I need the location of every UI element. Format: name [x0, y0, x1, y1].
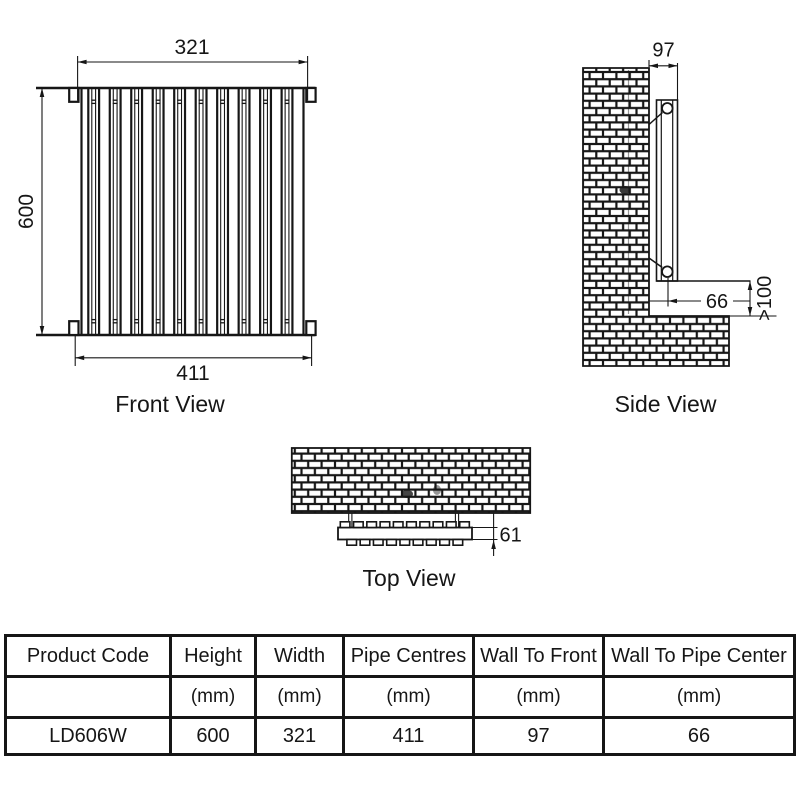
bracket-tab: [305, 320, 317, 337]
dim-411: 411: [74, 336, 313, 385]
arrow-down-icon: [39, 326, 45, 335]
wall-blemish: [401, 490, 413, 498]
arrow-right-icon: [302, 355, 312, 361]
radiator-panels: [87, 88, 294, 335]
side-view-label: Side View: [615, 391, 717, 417]
units-pipe-centres: (mm): [342, 675, 475, 719]
fin-tab: [445, 520, 457, 529]
fin-tab: [339, 520, 351, 529]
front-view-label: Front View: [115, 391, 225, 417]
units-wall-to-front: (mm): [472, 675, 605, 719]
dim-floor-clearance: >100: [656, 276, 777, 321]
top-view-label: Top View: [363, 565, 456, 591]
dim-wall-to-pipe-center: 66: [706, 291, 728, 313]
wall-blemish: [433, 485, 441, 495]
header-product-code: Product Code: [4, 634, 172, 678]
fin-tab: [419, 520, 431, 529]
fin-tab: [359, 538, 371, 546]
fin-tab: [372, 538, 384, 546]
radiator-top-body: [337, 526, 473, 541]
radiator-side-body: [655, 99, 679, 282]
dim-321: 321: [77, 36, 309, 101]
side-view: 97 66 >100 Side View: [582, 40, 777, 417]
top-pipe-connection: [661, 102, 674, 115]
top-wall-bracket: [648, 111, 663, 126]
arrow-left-icon: [77, 59, 87, 65]
bracket-tab: [305, 86, 317, 103]
fin-tab: [379, 520, 391, 529]
dim-text-mask: [701, 291, 733, 310]
units-width: (mm): [254, 675, 345, 719]
dim-wall-to-front: 97: [652, 40, 674, 62]
table-data-row: LD606W 600 321 411 97 66: [4, 716, 796, 756]
spec-table: Product Code Height Width Pipe Centres W…: [4, 634, 796, 756]
dim-97: 97: [648, 40, 679, 100]
wall-blemish: [619, 186, 631, 194]
panel-fins: [339, 520, 471, 546]
header-wall-to-front: Wall To Front: [472, 634, 605, 678]
arrow-right-icon: [668, 63, 678, 69]
fin-tab: [392, 520, 404, 529]
wall-brick-strip: [290, 447, 532, 514]
value-width: 321: [254, 716, 345, 756]
arrow-left-icon: [668, 298, 677, 304]
arrow-up-icon: [491, 540, 496, 549]
header-wall-to-pipe-center: Wall To Pipe Center: [602, 634, 796, 678]
units-product-code: [4, 675, 172, 719]
technical-drawing: 321 600 411 Front View: [15, 36, 777, 591]
fin-tab: [366, 520, 378, 529]
value-height: 600: [169, 716, 257, 756]
arrow-left-icon: [649, 63, 658, 69]
arrow-down-icon: [747, 307, 753, 316]
value-wall-to-pipe-center: 66: [602, 716, 796, 756]
arrow-up-icon: [747, 281, 753, 290]
header-pipe-centres: Pipe Centres: [342, 634, 475, 678]
fin-tab: [452, 538, 464, 546]
dim-66: 66: [649, 278, 751, 313]
fin-tab: [425, 538, 437, 546]
fin-tab: [458, 520, 471, 529]
table-header-row: Product Code Height Width Pipe Centres W…: [4, 634, 796, 678]
value-pipe-centres: 411: [342, 716, 475, 756]
bottom-wall-bracket: [648, 257, 663, 269]
header-width: Width: [254, 634, 345, 678]
dim-height: 600: [15, 194, 38, 229]
arrow-up-icon: [39, 88, 45, 97]
fin-tab: [432, 520, 444, 529]
dim-pipe-centres: 411: [176, 362, 209, 385]
units-height: (mm): [169, 675, 257, 719]
fin-tab: [385, 538, 398, 546]
dim-61: 61: [472, 513, 522, 556]
fin-tab: [346, 538, 358, 546]
front-view: 321 600 411 Front View: [15, 36, 317, 417]
value-product-code: LD606W: [4, 716, 172, 756]
bottom-pipe-connection: [661, 265, 674, 278]
arrow-right-icon: [298, 59, 308, 65]
top-view: 61 Top View: [290, 447, 532, 591]
dim-depth: 61: [500, 525, 522, 547]
bracket-tab: [68, 86, 80, 103]
dim-width-top: 321: [174, 36, 209, 59]
fin-tab: [399, 538, 411, 546]
header-height: Height: [169, 634, 257, 678]
fin-tab: [412, 538, 424, 546]
table-units-row: (mm) (mm) (mm) (mm) (mm): [4, 675, 796, 719]
arrow-left-icon: [75, 355, 85, 361]
dim-clearance: >100: [754, 276, 776, 321]
value-wall-to-front: 97: [472, 716, 605, 756]
bracket-tab: [68, 320, 80, 337]
units-wall-to-pipe-center: (mm): [602, 675, 796, 719]
fin-tab: [438, 538, 451, 546]
fin-tab: [405, 520, 418, 529]
fin-tab: [352, 520, 364, 529]
dim-600: 600: [15, 88, 45, 335]
bracket-tabs: [68, 86, 317, 337]
